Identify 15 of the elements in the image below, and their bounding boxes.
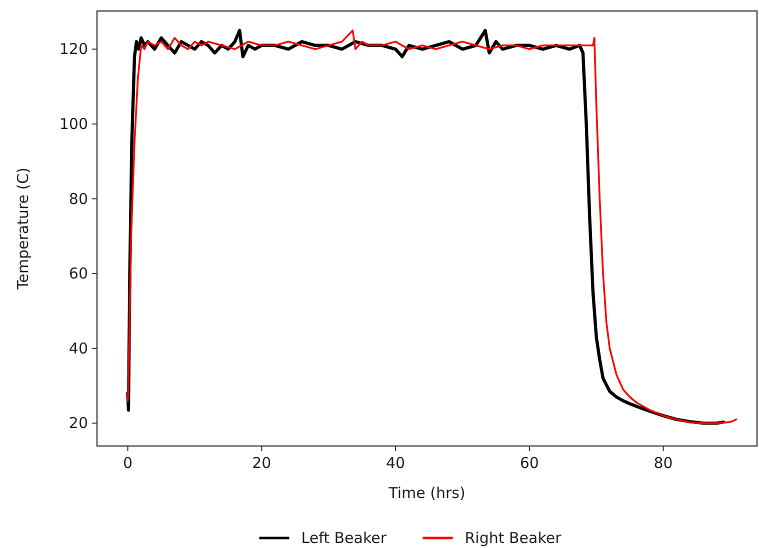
x-tick-label: 60 xyxy=(520,454,539,472)
y-tick-label: 40 xyxy=(68,339,88,358)
y-tick-label: 60 xyxy=(68,264,88,283)
y-tick-label: 80 xyxy=(68,190,88,208)
y-tick-label: 20 xyxy=(68,414,88,432)
y-tick-label: 120 xyxy=(59,40,88,58)
x-tick-label: 0 xyxy=(123,454,133,472)
y-tick-label: 100 xyxy=(59,114,88,133)
x-tick-label: 20 xyxy=(252,454,272,472)
y-axis-title: Temperature (C) xyxy=(14,168,32,290)
legend-label: Right Beaker xyxy=(464,529,562,547)
x-tick-label: 40 xyxy=(386,454,406,472)
legend-label: Left Beaker xyxy=(301,529,388,547)
x-axis-title: Time (hrs) xyxy=(388,484,466,502)
x-tick-label: 80 xyxy=(654,454,673,472)
